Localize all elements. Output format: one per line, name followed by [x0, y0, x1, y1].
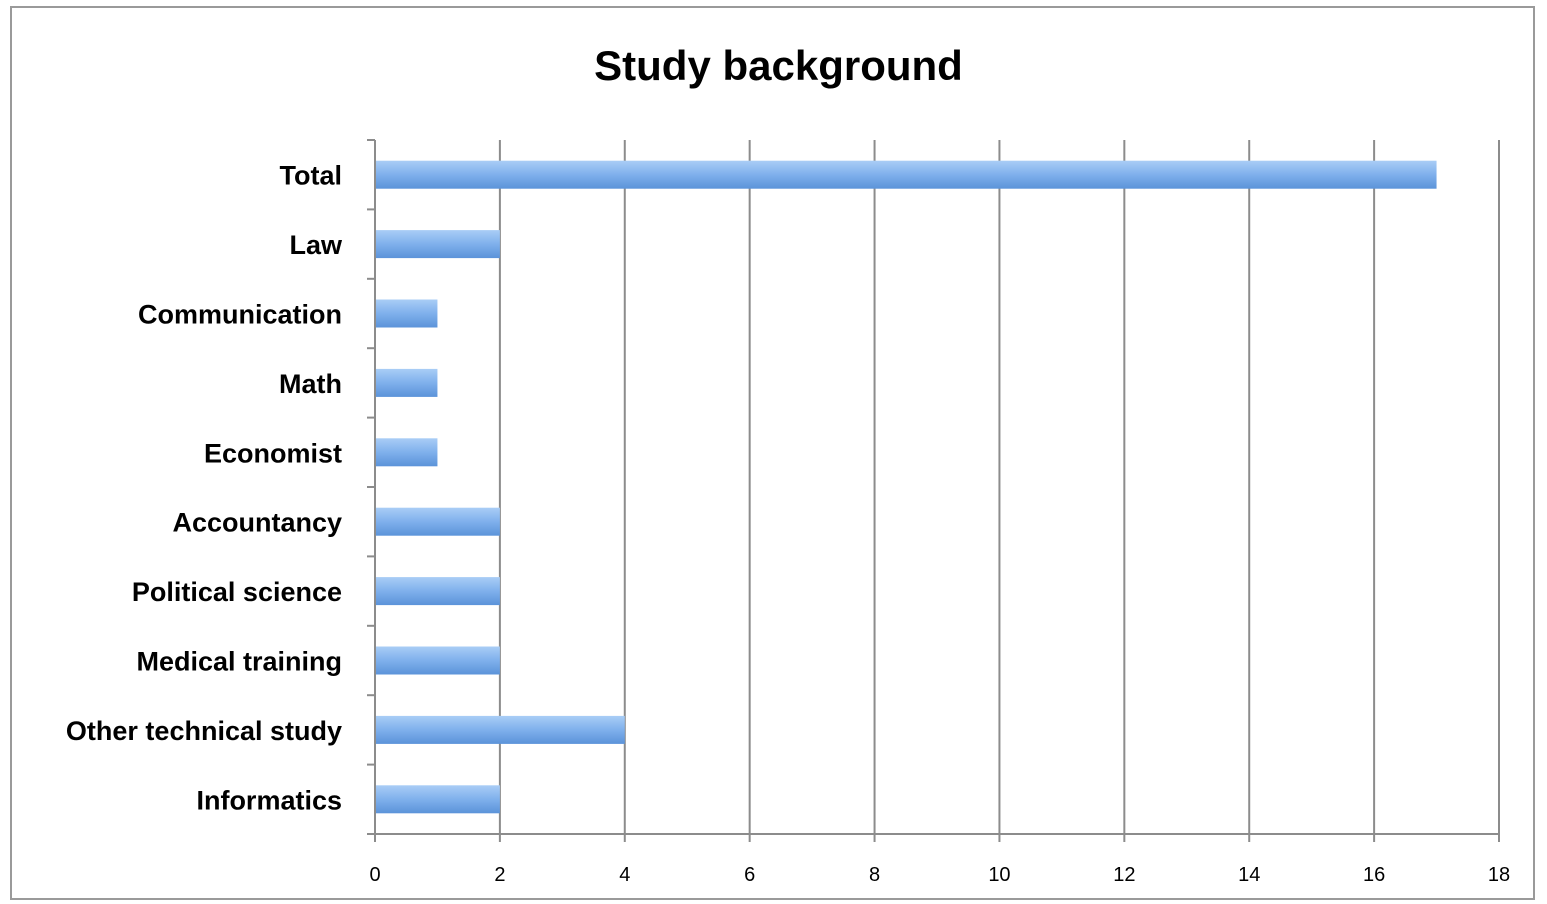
category-label: Economist — [204, 438, 342, 468]
x-tick-label: 16 — [1363, 864, 1385, 886]
gridlines — [498, 140, 1500, 834]
category-label: Accountancy — [172, 508, 342, 538]
bar — [376, 715, 625, 744]
bar — [376, 160, 1437, 189]
category-label: Math — [279, 369, 342, 399]
x-tick-label: 0 — [369, 864, 380, 886]
bar — [376, 646, 500, 675]
bar — [376, 507, 500, 536]
x-tick-label: 12 — [1113, 864, 1135, 886]
x-tick-label: 2 — [494, 864, 505, 886]
category-label: Communication — [138, 300, 342, 330]
bar — [376, 785, 500, 814]
category-label: Law — [289, 230, 343, 260]
bar — [376, 368, 438, 397]
bar — [376, 230, 500, 259]
category-label: Total — [280, 161, 343, 191]
x-tick-label: 4 — [619, 864, 630, 886]
bar — [376, 299, 438, 328]
axes — [367, 139, 1500, 842]
labels: 0 2 4 6 8 10 12 14 16 18 Total Law Communication Math… — [66, 161, 1510, 886]
x-tick-label: 10 — [988, 864, 1010, 886]
x-tick-label: 14 — [1238, 864, 1260, 886]
x-tick-label: 6 — [744, 864, 755, 886]
category-label: Medical training — [136, 647, 342, 677]
category-label: Other technical study — [66, 716, 342, 746]
chart-frame — [10, 6, 1535, 900]
bar — [376, 577, 500, 606]
category-label: Informatics — [196, 785, 342, 815]
x-tick-label: 8 — [869, 864, 880, 886]
category-label: Political science — [132, 577, 342, 607]
bars — [376, 160, 1437, 814]
chart-title: Study background — [594, 42, 963, 89]
bar — [376, 438, 438, 467]
x-tick-label: 18 — [1488, 864, 1510, 886]
